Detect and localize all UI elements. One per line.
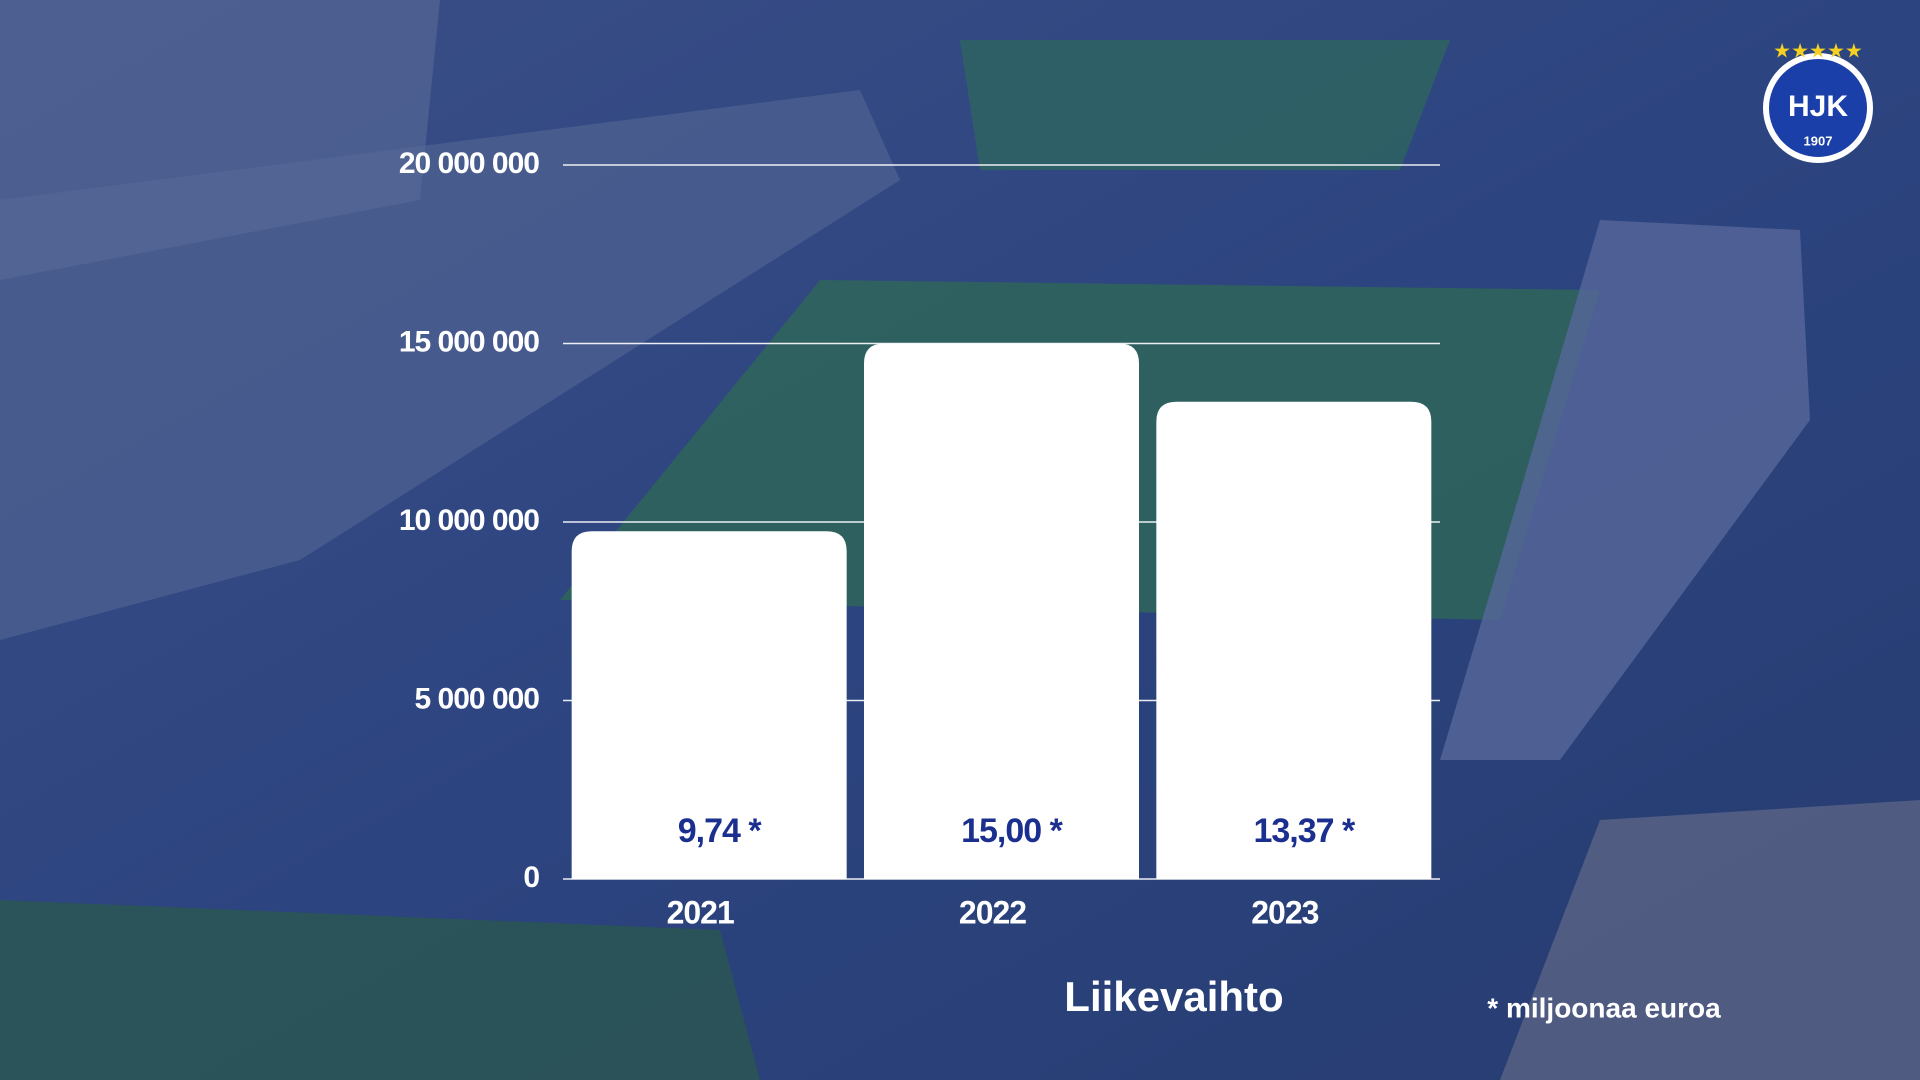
east-stand	[1440, 220, 1810, 760]
logo-badge	[1763, 53, 1873, 163]
x-tick-label: 2023	[1251, 894, 1318, 930]
bar	[571, 531, 847, 879]
logo: ★★★★★ HJK 1907	[1763, 40, 1873, 163]
training-pitch	[960, 40, 1450, 170]
bar	[864, 343, 1139, 879]
logo-text: HJK	[1788, 90, 1848, 123]
lower-field	[0, 900, 760, 1080]
rocks	[1500, 800, 1920, 1080]
footnote: * miljoonaa euroa	[1487, 992, 1721, 1023]
logo-stars: ★★★★★	[1773, 40, 1863, 62]
y-tick-label: 10 000 000	[399, 504, 539, 537]
value-label: 15,00 *	[961, 812, 1064, 850]
value-label: 13,37 *	[1253, 812, 1356, 850]
bar	[1156, 401, 1432, 879]
y-tick-label: 5 000 000	[415, 682, 540, 715]
x-tick-label: 2021	[667, 894, 734, 930]
buildings	[0, 0, 440, 280]
x-tick-label: 2022	[959, 894, 1026, 930]
y-tick-label: 20 000 000	[399, 147, 539, 180]
chart-title: Liikevaihto	[1064, 973, 1283, 1020]
y-tick-label: 15 000 000	[399, 325, 539, 358]
value-label: 9,74 *	[678, 812, 763, 850]
logo-year: 1907	[1804, 133, 1833, 148]
y-tick-label: 0	[523, 861, 539, 894]
